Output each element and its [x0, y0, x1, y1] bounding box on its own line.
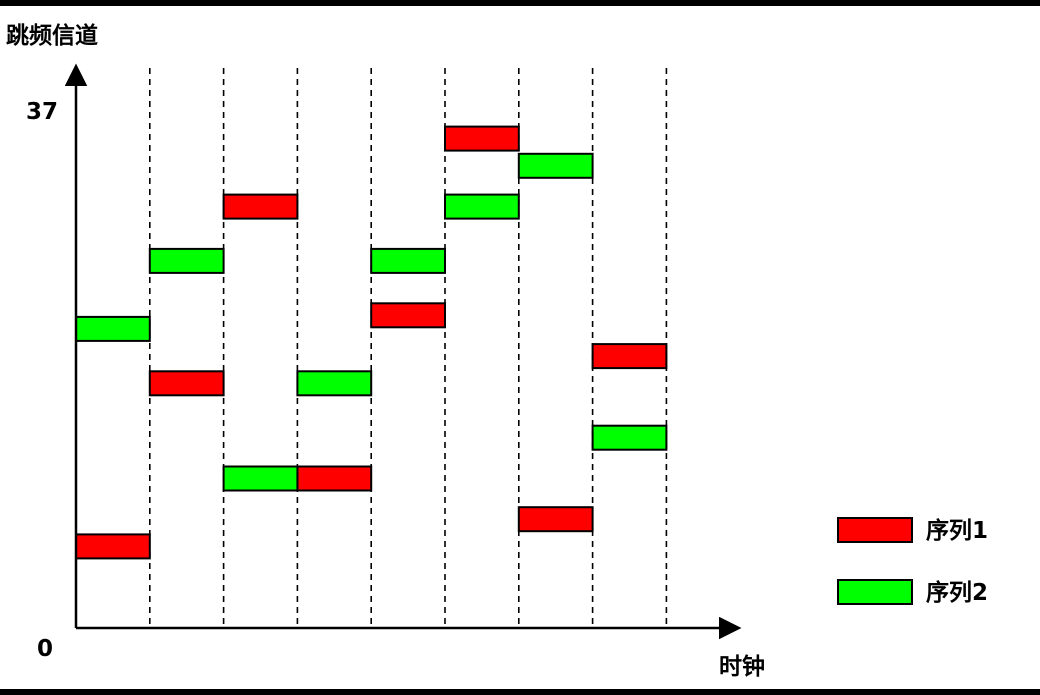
frequency-hopping-diagram: 跳频信道 37 0 时钟 序列1 序列2	[6, 22, 988, 680]
hop-block-series1-slot-5	[370, 302, 447, 329]
legend-swatch-series1	[837, 517, 913, 543]
hop-block-series1-slot-4	[296, 465, 373, 492]
origin-label: 0	[37, 636, 53, 662]
hop-block-series1-slot-1	[75, 533, 151, 560]
hop-block-series1-slot-2	[148, 370, 225, 397]
legend-swatch-series2	[837, 579, 913, 605]
y-max-label: 37	[26, 99, 58, 125]
hop-block-series2-slot-7	[517, 152, 594, 179]
time-slot-dividers	[149, 68, 668, 628]
hop-block-series2-slot-6	[444, 193, 520, 220]
legend-label-series1: 序列1	[926, 517, 988, 544]
hop-block-series2-slot-8	[591, 424, 668, 451]
hop-block-series1-slot-8	[591, 343, 668, 370]
legend-item-series1: 序列1	[837, 517, 988, 544]
diagram-canvas: 跳频信道 37 0 时钟 序列1 序列2	[0, 6, 1040, 689]
legend: 序列1 序列2	[837, 517, 988, 606]
hop-block-series1-slot-7	[517, 506, 594, 533]
legend-label-series2: 序列2	[926, 579, 988, 606]
hop-block-series2-slot-2	[148, 247, 225, 274]
hop-block-series1-slot-6	[444, 125, 520, 152]
hop-block-series2-slot-1	[75, 315, 151, 342]
hop-block-series2-slot-3	[222, 465, 299, 492]
legend-item-series2: 序列2	[837, 579, 988, 606]
x-axis-label: 时钟	[719, 654, 765, 680]
hop-block-series2-slot-5	[370, 247, 447, 274]
hop-block-series1-slot-3	[222, 193, 299, 220]
hop-blocks	[75, 125, 668, 560]
hop-block-series2-slot-4	[296, 370, 373, 397]
y-axis-label: 跳频信道	[6, 22, 98, 49]
